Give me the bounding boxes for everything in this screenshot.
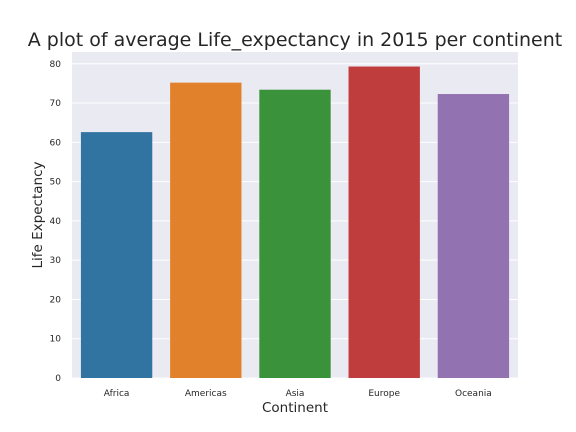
y-tick-label: 0: [55, 374, 61, 384]
y-tick-label: 50: [50, 178, 62, 188]
x-tick-label: Europe: [368, 389, 400, 399]
x-tick-labels: Africa Americas Asia Europe Oceania: [104, 389, 492, 399]
x-tick-label: Americas: [185, 389, 227, 399]
y-tick-label: 30: [50, 256, 62, 266]
y-tick-label: 80: [50, 60, 62, 70]
x-tick-label: Asia: [286, 389, 305, 399]
y-axis-label: Life Expectancy: [30, 162, 46, 269]
y-tick-label: 40: [50, 217, 62, 227]
y-tick-label: 60: [50, 138, 62, 148]
y-tick-labels: 0 10 20 30 40 50 60 70 80: [50, 60, 62, 384]
x-tick-label: Africa: [104, 389, 130, 399]
bars: [80, 66, 510, 379]
y-tick-label: 10: [50, 335, 62, 345]
chart-title: A plot of average Life_expectancy in 201…: [28, 29, 563, 51]
bar-americas: [170, 82, 242, 379]
bar-europe: [348, 66, 420, 378]
bar-oceania: [437, 94, 510, 379]
bar-africa: [80, 132, 153, 378]
x-axis-label: Continent: [262, 400, 328, 416]
bar-asia: [259, 89, 331, 378]
y-tick-label: 20: [50, 295, 62, 305]
y-tick-label: 70: [50, 99, 62, 109]
x-tick-label: Oceania: [455, 389, 492, 399]
